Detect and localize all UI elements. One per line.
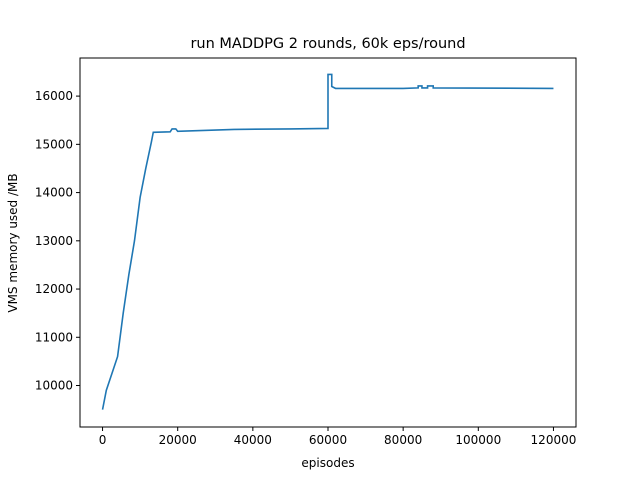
y-tick-label: 13000 — [35, 234, 73, 248]
y-tick-label: 10000 — [35, 379, 73, 393]
x-tick-label: 120000 — [531, 433, 577, 447]
line-series — [101, 73, 554, 410]
chart-title: run MADDPG 2 rounds, 60k eps/round — [190, 36, 465, 52]
x-tick-label: 40000 — [234, 433, 272, 447]
x-tick-label: 0 — [99, 433, 107, 447]
x-tick-label: 60000 — [309, 433, 347, 447]
y-axis-label: VMS memory used /MB — [6, 173, 20, 312]
y-tick-label: 12000 — [35, 282, 73, 296]
x-tick-label: 20000 — [159, 433, 197, 447]
y-tick-label: 11000 — [35, 330, 73, 344]
y-tick-label: 15000 — [35, 137, 73, 151]
y-tick-label: 16000 — [35, 89, 73, 103]
y-tick-label: 14000 — [35, 186, 73, 200]
x-tick-label: 100000 — [455, 433, 501, 447]
x-axis-label: episodes — [301, 456, 354, 470]
x-tick-label: 80000 — [384, 433, 422, 447]
